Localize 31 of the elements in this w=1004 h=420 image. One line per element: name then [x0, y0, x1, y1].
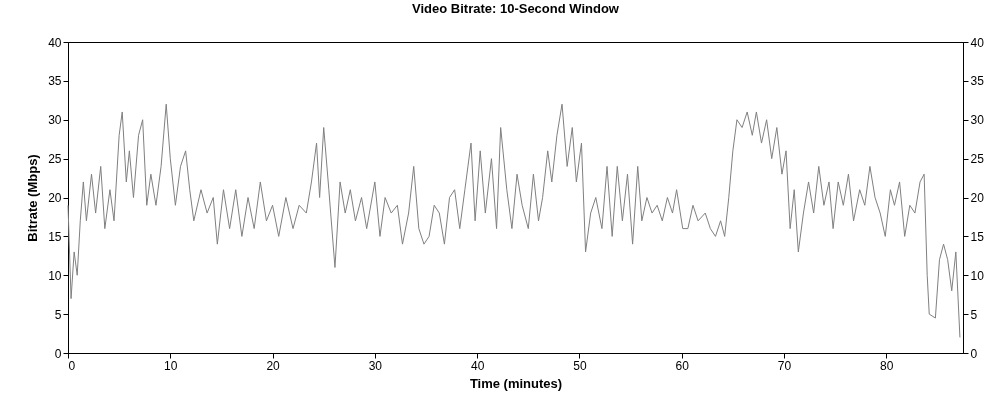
- y2-tick-label: 35: [970, 74, 985, 89]
- x-tick-label: 50: [573, 358, 587, 373]
- x-tick-label: 30: [368, 358, 383, 373]
- y-tick-label: 10: [48, 268, 62, 283]
- x-axis-title: Time (minutes): [469, 375, 563, 391]
- line-series: [67, 103, 961, 338]
- y-tick-label: 30: [48, 113, 62, 128]
- y2-tick-label: 0: [970, 346, 978, 361]
- y-tick-label: 15: [48, 229, 62, 244]
- x-tick-label: 0: [68, 358, 76, 373]
- y-tick-label: 5: [54, 307, 62, 322]
- x-tick-label: 60: [675, 358, 690, 373]
- y-tick-label: 40: [48, 35, 62, 50]
- x-tick-label: 80: [880, 358, 894, 373]
- y2-tick-label: 20: [970, 191, 985, 205]
- chart-title: Video Bitrate: 10-Second Window: [412, 1, 620, 16]
- y-tick-label: 25: [48, 152, 62, 167]
- y2-tick-label: 40: [970, 35, 985, 50]
- y2-tick-label: 10: [970, 268, 985, 283]
- x-tick-label: 40: [470, 358, 485, 373]
- y2-tick-label: 5: [970, 307, 978, 322]
- y-tick-label: 35: [48, 74, 62, 89]
- y2-tick-label: 15: [970, 229, 985, 244]
- x-tick-label: 70: [777, 358, 792, 373]
- y-axis-title: Bitrate (Mbps): [25, 154, 41, 242]
- y2-tick-label: 25: [970, 152, 985, 167]
- y-tick-label: 20: [48, 191, 62, 205]
- x-tick-label: 20: [266, 358, 281, 373]
- y2-tick-label: 30: [970, 113, 985, 128]
- y-tick-label: 0: [54, 346, 62, 361]
- x-tick-label: 10: [164, 358, 178, 373]
